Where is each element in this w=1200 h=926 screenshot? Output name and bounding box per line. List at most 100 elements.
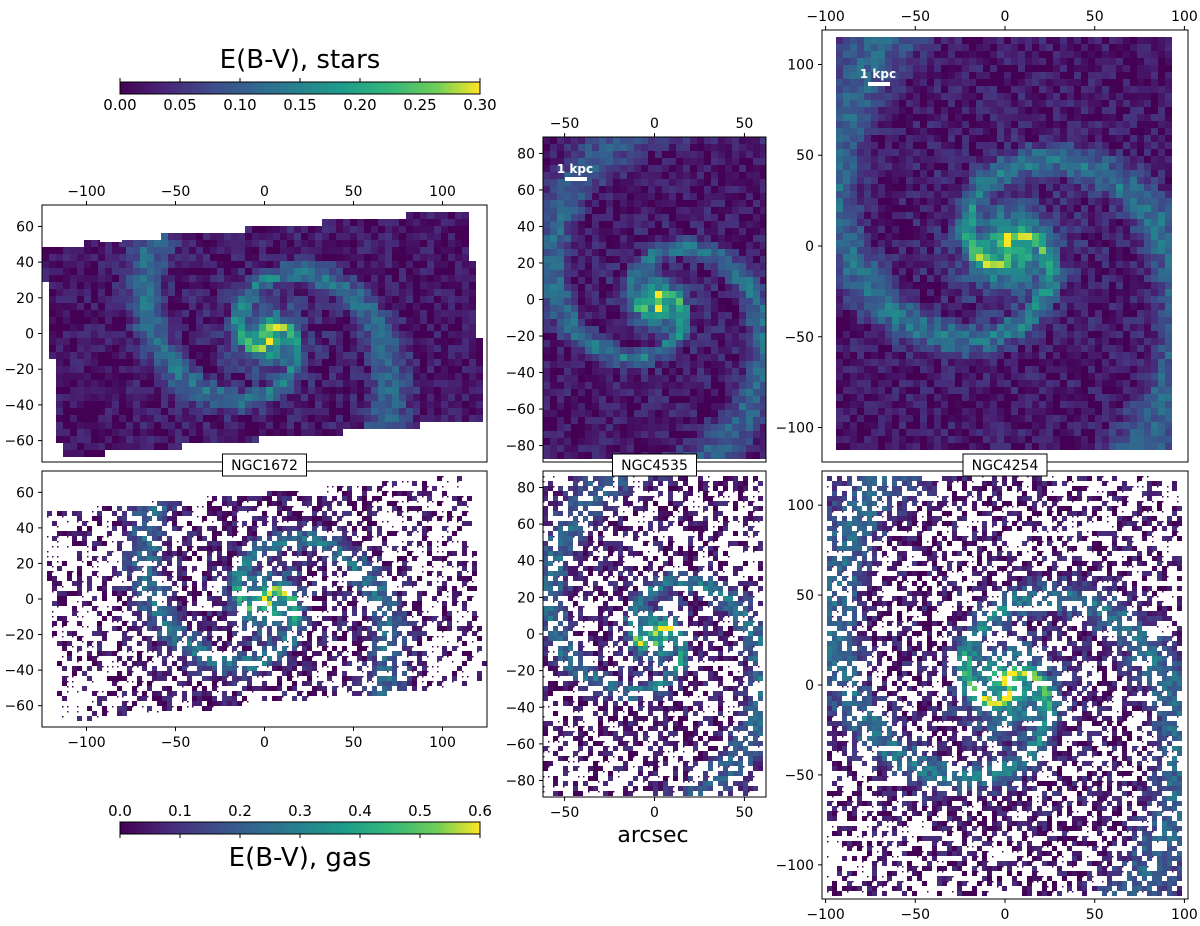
y-tick-label: −50 bbox=[784, 330, 814, 346]
y-tick-label: −40 bbox=[4, 663, 34, 679]
colorbar-stars-ticks: 0.00 0.05 0.10 0.15 0.20 0.25 0.30 bbox=[103, 78, 497, 114]
y-tick-label: 0 bbox=[526, 293, 535, 309]
x-tick-label: 100 bbox=[1171, 9, 1198, 25]
scale-bar bbox=[100, 238, 122, 242]
y-tick-label: −60 bbox=[505, 402, 535, 418]
scale-bar bbox=[868, 82, 890, 86]
colorbar-tick-label: 0.0 bbox=[108, 802, 132, 820]
x-tick-label: −100 bbox=[67, 184, 105, 200]
dust-map-bot bbox=[47, 476, 487, 721]
colorbar-tick-label: 0.15 bbox=[283, 96, 316, 114]
y-tick-label: 100 bbox=[787, 498, 814, 514]
x-tick-label: 0 bbox=[260, 735, 269, 751]
colorbar-tick-label: 0.5 bbox=[408, 802, 432, 820]
y-tick-label: −60 bbox=[505, 737, 535, 753]
colorbar-gas-bar bbox=[119, 821, 481, 835]
galaxy-name-label: NGC4254 bbox=[962, 453, 1048, 477]
x-tick-label: 0 bbox=[260, 184, 269, 200]
y-tick-label: 0 bbox=[25, 327, 34, 343]
y-tick-label: 0 bbox=[805, 239, 814, 255]
galaxy-name-label: NGC1672 bbox=[222, 453, 307, 477]
y-tick-label: 100 bbox=[787, 57, 814, 73]
y-tick-label: −100 bbox=[776, 858, 814, 874]
colorbar-gas-label: E(B-V), gas bbox=[229, 843, 372, 873]
colorbar-tick-label: 0.6 bbox=[468, 802, 492, 820]
dust-map-top bbox=[42, 212, 483, 457]
y-tick-label: −40 bbox=[505, 700, 535, 716]
panel-ngc1672-bot: −100 −50 0 50 100 60 40 20 0 −20 −40 −60 bbox=[4, 470, 488, 751]
y-tick-label: −80 bbox=[505, 439, 535, 455]
x-tick-label: 50 bbox=[1086, 9, 1104, 25]
y-tick-label: −60 bbox=[4, 434, 34, 450]
y-tick-label: −80 bbox=[505, 774, 535, 790]
panel-ngc4535-bot: −50 0 50 80 60 40 20 0 −20 −40 −60 −80 bbox=[505, 470, 767, 821]
panel-ngc4254-top: −100 −50 0 50 100 100 50 0 −50 −100 1 kpc bbox=[776, 9, 1198, 463]
dust-map-bot bbox=[827, 476, 1182, 896]
galaxy-name: NGC1672 bbox=[231, 458, 298, 474]
y-tick-label: −20 bbox=[4, 628, 34, 644]
y-tick-label: −50 bbox=[784, 768, 814, 784]
scale-bar-label: 1 kpc bbox=[557, 162, 593, 176]
y-tick-label: 80 bbox=[517, 480, 535, 496]
x-tick-label: 50 bbox=[736, 116, 754, 132]
colorbar-stars-bar bbox=[119, 81, 481, 95]
dust-map-top bbox=[543, 137, 766, 459]
x-tick-label: 50 bbox=[345, 735, 363, 751]
y-tick-label: 40 bbox=[16, 255, 34, 271]
colorbar-stars: E(B-V), stars 0.00 0.05 0.10 0.15 0.20 0.25 0.… bbox=[103, 45, 496, 114]
panel-ngc4254-bot: −100 −50 0 50 100 100 50 0 −50 −100 bbox=[776, 470, 1198, 923]
y-tick-label: 80 bbox=[517, 146, 535, 162]
colorbar-tick-label: 0.3 bbox=[288, 802, 312, 820]
y-tick-label: 40 bbox=[517, 554, 535, 570]
colorbar-tick-label: 0.20 bbox=[343, 96, 376, 114]
x-axis-label: arcsec bbox=[617, 823, 688, 848]
y-tick-label: 0 bbox=[25, 592, 34, 608]
y-tick-label: −40 bbox=[4, 398, 34, 414]
dust-map-top bbox=[836, 37, 1172, 450]
y-tick-label: 60 bbox=[517, 183, 535, 199]
y-tick-label: 60 bbox=[16, 219, 34, 235]
colorbar-tick-label: 0.25 bbox=[403, 96, 436, 114]
y-tick-label: −40 bbox=[505, 366, 535, 382]
colorbar-tick-label: 0.4 bbox=[348, 802, 372, 820]
x-tick-label: −50 bbox=[161, 735, 191, 751]
colorbar-tick-label: 0.05 bbox=[163, 96, 196, 114]
y-tick-label: −20 bbox=[505, 664, 535, 680]
x-tick-label: 0 bbox=[650, 805, 659, 821]
y-tick-label: −60 bbox=[4, 699, 34, 715]
y-tick-label: 20 bbox=[16, 291, 34, 307]
y-tick-label: 20 bbox=[517, 256, 535, 272]
scale-bar bbox=[565, 177, 587, 181]
x-tick-label: 50 bbox=[1086, 907, 1104, 923]
galaxy-name: NGC4535 bbox=[621, 458, 688, 474]
x-tick-label: −50 bbox=[550, 116, 580, 132]
y-tick-label: 40 bbox=[16, 521, 34, 537]
colorbar-tick-label: 0.30 bbox=[463, 96, 496, 114]
y-tick-label: 50 bbox=[796, 148, 814, 164]
x-tick-label: 0 bbox=[650, 116, 659, 132]
y-tick-label: −20 bbox=[4, 362, 34, 378]
colorbar-gas-ticks: 0.0 0.1 0.2 0.3 0.4 0.5 0.6 bbox=[108, 802, 492, 838]
x-tick-label: −50 bbox=[550, 805, 580, 821]
colorbar-gas: 0.0 0.1 0.2 0.3 0.4 0.5 0.6 E(B-V), gas bbox=[108, 802, 492, 873]
panel-ngc4535-top: −50 0 50 80 60 40 20 0 −20 −40 −60 −80 1 kpc bbox=[505, 116, 767, 463]
x-tick-label: 0 bbox=[1001, 907, 1010, 923]
y-tick-label: 60 bbox=[517, 517, 535, 533]
y-tick-label: 0 bbox=[805, 678, 814, 694]
x-tick-label: −100 bbox=[67, 735, 105, 751]
scale-bar-label: 1 kpc bbox=[92, 223, 128, 237]
y-tick-label: 20 bbox=[16, 556, 34, 572]
x-tick-label: −100 bbox=[806, 9, 844, 25]
y-tick-label: 60 bbox=[16, 485, 34, 501]
x-tick-label: 50 bbox=[736, 805, 754, 821]
scale-bar-label: 1 kpc bbox=[860, 67, 896, 81]
galaxy-name-label: NGC4535 bbox=[612, 453, 697, 477]
x-tick-label: 0 bbox=[1001, 9, 1010, 25]
y-tick-label: 40 bbox=[517, 219, 535, 235]
colorbar-tick-label: 0.10 bbox=[223, 96, 256, 114]
x-tick-label: 100 bbox=[1171, 907, 1198, 923]
colorbar-tick-label: 0.00 bbox=[103, 96, 136, 114]
x-tick-label: −50 bbox=[161, 184, 191, 200]
y-tick-label: 0 bbox=[526, 627, 535, 643]
x-tick-label: 100 bbox=[429, 184, 456, 200]
